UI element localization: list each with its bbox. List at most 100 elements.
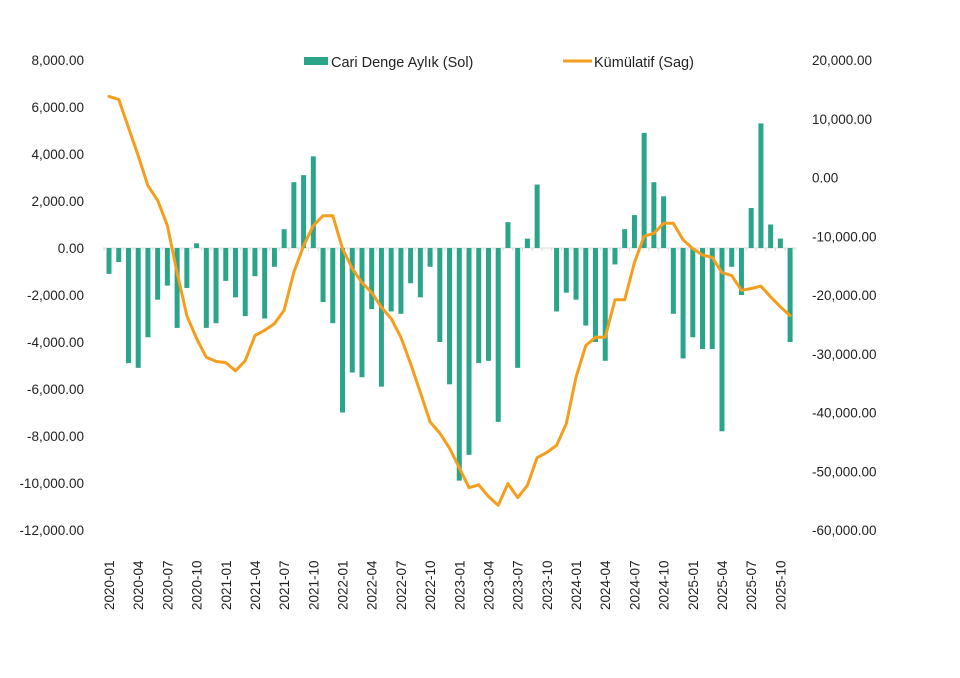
bar-2020-11 (203, 248, 209, 328)
x-tick-label: 2021-04 (248, 560, 263, 610)
right-tick-label: 0.00 (812, 171, 838, 186)
bar-2025-05 (729, 248, 735, 267)
right-tick-label: 10,000.00 (812, 112, 872, 127)
x-tick-label: 2024-01 (569, 560, 584, 610)
x-tick-label: 2020-04 (131, 560, 146, 610)
bar-2021-01 (223, 248, 229, 281)
x-tick-label: 2021-01 (219, 560, 234, 610)
bar-2021-05 (262, 248, 268, 319)
bar-2020-05 (145, 248, 151, 338)
bar-2020-03 (125, 248, 131, 364)
bar-2025-06 (738, 248, 744, 295)
bar-2025-02 (700, 248, 706, 350)
bar-2023-09 (534, 184, 540, 248)
bar-2024-09 (651, 182, 657, 248)
x-tick-label: 2025-04 (715, 560, 730, 610)
bar-2025-01 (690, 248, 696, 338)
bar-2022-01 (340, 248, 346, 413)
left-tick-label: -12,000.00 (19, 523, 84, 538)
bar-2023-04 (485, 248, 491, 361)
bar-2022-03 (359, 248, 365, 378)
bar-2022-05 (378, 248, 384, 387)
left-tick-label: -10,000.00 (19, 476, 84, 491)
x-tick-label: 2022-01 (336, 560, 351, 610)
bar-2023-11 (554, 248, 560, 312)
bar-2023-05 (495, 248, 501, 422)
bar-2020-04 (135, 248, 141, 368)
bar-2021-12 (330, 248, 336, 324)
bar-2025-10 (777, 238, 783, 248)
bar-2025-08 (758, 123, 764, 248)
legend-label-line: Kümülatif (Sag) (594, 55, 694, 71)
bar-2024-11 (670, 248, 676, 314)
cumulative-line (107, 94, 792, 507)
left-tick-label: 0.00 (58, 241, 84, 256)
bar-2022-09 (417, 248, 423, 298)
bar-2022-02 (349, 248, 355, 373)
bar-2024-04 (602, 248, 608, 361)
x-tick-label: 2022-10 (423, 560, 438, 610)
bar-series (106, 123, 793, 481)
bar-2021-04 (252, 248, 258, 277)
bar-2023-03 (476, 248, 482, 364)
bar-2021-07 (281, 229, 287, 248)
x-tick-label: 2022-07 (394, 560, 409, 610)
x-tick-label: 2023-07 (511, 560, 526, 610)
left-tick-label: 2,000.00 (31, 194, 84, 209)
bar-2024-05 (612, 248, 618, 265)
bar-2020-07 (164, 248, 170, 286)
bar-2023-01 (456, 248, 462, 481)
bar-2022-12 (447, 248, 453, 385)
left-tick-label: -6,000.00 (27, 382, 84, 397)
right-tick-label: 20,000.00 (812, 53, 872, 68)
zero-ticks (103, 248, 796, 251)
left-tick-label: 6,000.00 (31, 100, 84, 115)
x-tick-label: 2024-04 (598, 560, 613, 610)
left-tick-label: -2,000.00 (27, 288, 84, 303)
bar-2023-02 (466, 248, 472, 455)
bar-2020-06 (155, 248, 161, 300)
legend-swatch-bars (304, 57, 328, 65)
right-tick-label: -60,000.00 (812, 523, 877, 538)
bar-2021-02 (232, 248, 238, 298)
x-tick-label: 2021-10 (306, 560, 321, 610)
x-tick-label: 2025-01 (686, 560, 701, 610)
bar-2025-11 (787, 248, 793, 342)
bar-2025-09 (768, 224, 774, 248)
left-tick-label: 8,000.00 (31, 53, 84, 68)
bar-2023-12 (563, 248, 569, 293)
x-tick-label: 2020-07 (160, 560, 175, 610)
x-tick-label: 2024-10 (657, 560, 672, 610)
bar-2024-06 (622, 229, 628, 248)
right-tick-label: -40,000.00 (812, 406, 877, 421)
x-tick-label: 2023-01 (452, 560, 467, 610)
bar-2025-03 (709, 248, 715, 350)
bar-2020-08 (174, 248, 180, 328)
bar-2020-12 (213, 248, 219, 324)
bar-2020-01 (106, 248, 112, 274)
x-tick-label: 2022-04 (365, 560, 380, 610)
bar-2024-07 (631, 215, 637, 248)
x-tick-label: 2024-07 (627, 560, 642, 610)
legend: Cari Denge Aylık (Sol) Kümülatif (Sag) (304, 55, 694, 71)
bar-2025-07 (748, 208, 754, 248)
bar-2024-02 (583, 248, 589, 326)
right-tick-label: -50,000.00 (812, 464, 877, 479)
x-tick-label: 2023-10 (540, 560, 555, 610)
x-tick-label: 2020-10 (190, 560, 205, 610)
bar-2023-06 (505, 222, 511, 248)
x-tick-label: 2021-07 (277, 560, 292, 610)
x-axis: 2020-01 2020-04 2020-07 2020-10 2021-01 2021-… (102, 560, 788, 610)
bar-2025-04 (719, 248, 725, 432)
x-tick-label: 2025-07 (744, 560, 759, 610)
right-tick-label: -30,000.00 (812, 347, 877, 362)
right-tick-label: -10,000.00 (812, 229, 877, 244)
left-tick-label: -8,000.00 (27, 429, 84, 444)
bar-2022-10 (427, 248, 433, 267)
bar-2020-09 (184, 248, 190, 288)
bar-2021-08 (291, 182, 297, 248)
legend-label-bars: Cari Denge Aylık (Sol) (331, 55, 473, 71)
x-tick-label: 2020-01 (102, 560, 117, 610)
left-tick-label: 4,000.00 (31, 147, 84, 162)
bar-2021-10 (310, 156, 316, 248)
